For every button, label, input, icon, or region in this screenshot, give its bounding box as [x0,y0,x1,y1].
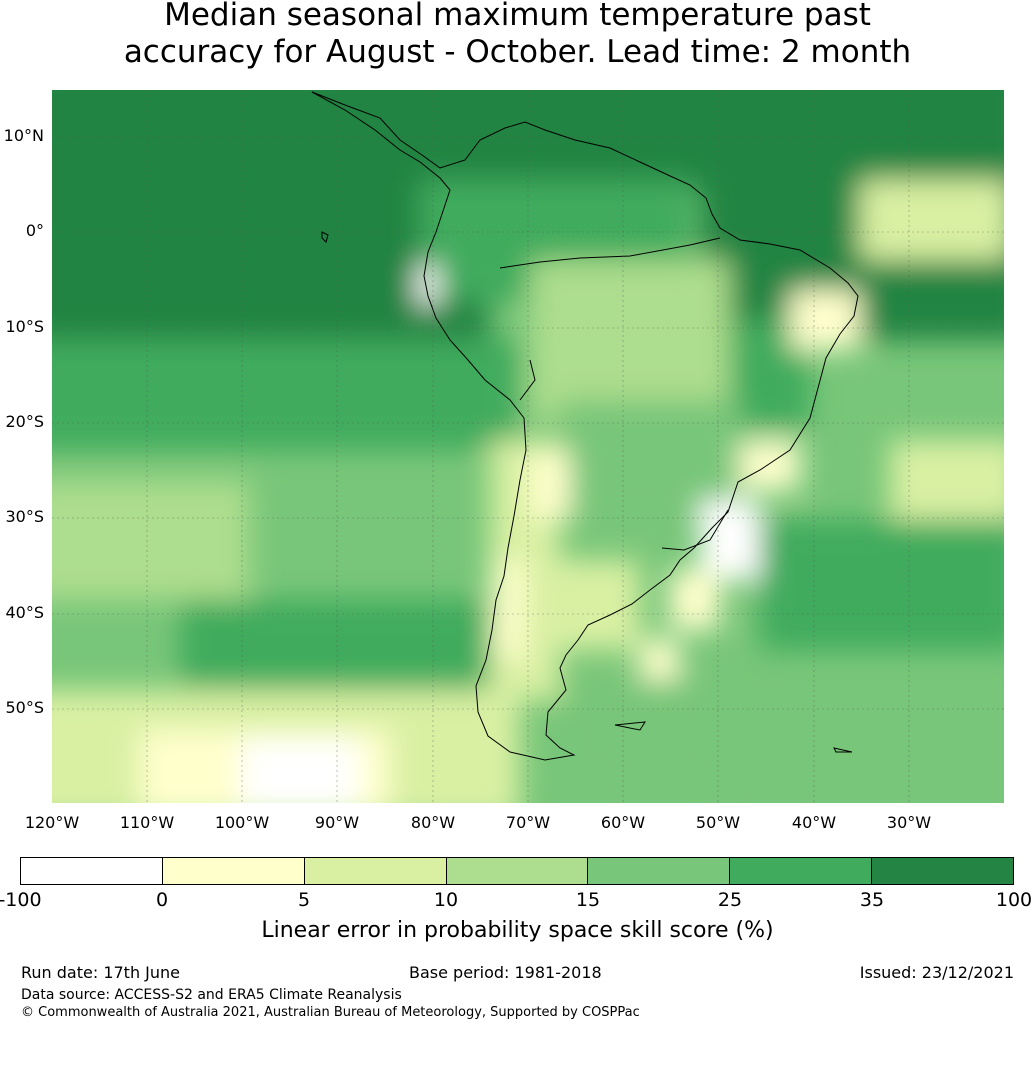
colorbar-segment [446,858,589,884]
colorbar-segment [21,858,163,884]
colorbar-segment [730,858,873,884]
colorbar-tick: 35 [859,889,885,911]
data-source: Data source: ACCESS-S2 and ERA5 Climate … [21,987,402,1003]
copyright-notice: © Commonwealth of Australia 2021, Austra… [21,1005,640,1020]
map-title-line-1: Median seasonal maximum temperature past [164,0,871,33]
skill-field [52,90,1004,803]
colorbar-tick: 5 [297,889,311,911]
lat-label-10n: 10°N [3,126,44,145]
colorbar-tick: 0 [155,889,169,911]
colorbar-segment [162,858,305,884]
lat-label-0: 0° [25,221,44,240]
colorbar-tick: 10 [433,889,459,911]
lon-label-120w: 120°W [24,813,80,832]
lat-label-40s: 40°S [5,603,44,622]
colorbar-tick: -100 [0,889,42,911]
lon-label-110w: 110°W [119,813,175,832]
lat-label-30s: 30°S [5,507,44,526]
gridlines [52,90,1004,803]
lon-label-60w: 60°W [600,813,646,832]
lon-label-50w: 50°W [695,813,741,832]
colorbar-tick: 100 [995,889,1033,911]
map-title-line-2: accuracy for August - October. Lead time… [123,34,912,70]
colorbar-tick: 25 [717,889,743,911]
lon-label-30w: 30°W [886,813,932,832]
lon-label-40w: 40°W [791,813,837,832]
lat-label-10s: 10°S [5,317,44,336]
lon-label-100w: 100°W [214,813,270,832]
colorbar-segment [872,858,1014,884]
lon-label-90w: 90°W [314,813,360,832]
skill-score-map [52,90,1004,803]
lon-label-70w: 70°W [505,813,551,832]
colorbar [20,857,1014,885]
lat-label-20s: 20°S [5,412,44,431]
coastline [311,91,859,761]
run-date: Run date: 17th June [21,963,181,982]
colorbar-segment [304,858,447,884]
lat-label-50s: 50°S [5,698,44,717]
colorbar-tick: 15 [575,889,601,911]
colorbar-label: Linear error in probability space skill … [261,918,774,943]
lon-label-80w: 80°W [410,813,456,832]
base-period: Base period: 1981-2018 [409,963,602,982]
colorbar-segment [588,858,731,884]
issued-date: Issued: 23/12/2021 [859,963,1014,982]
